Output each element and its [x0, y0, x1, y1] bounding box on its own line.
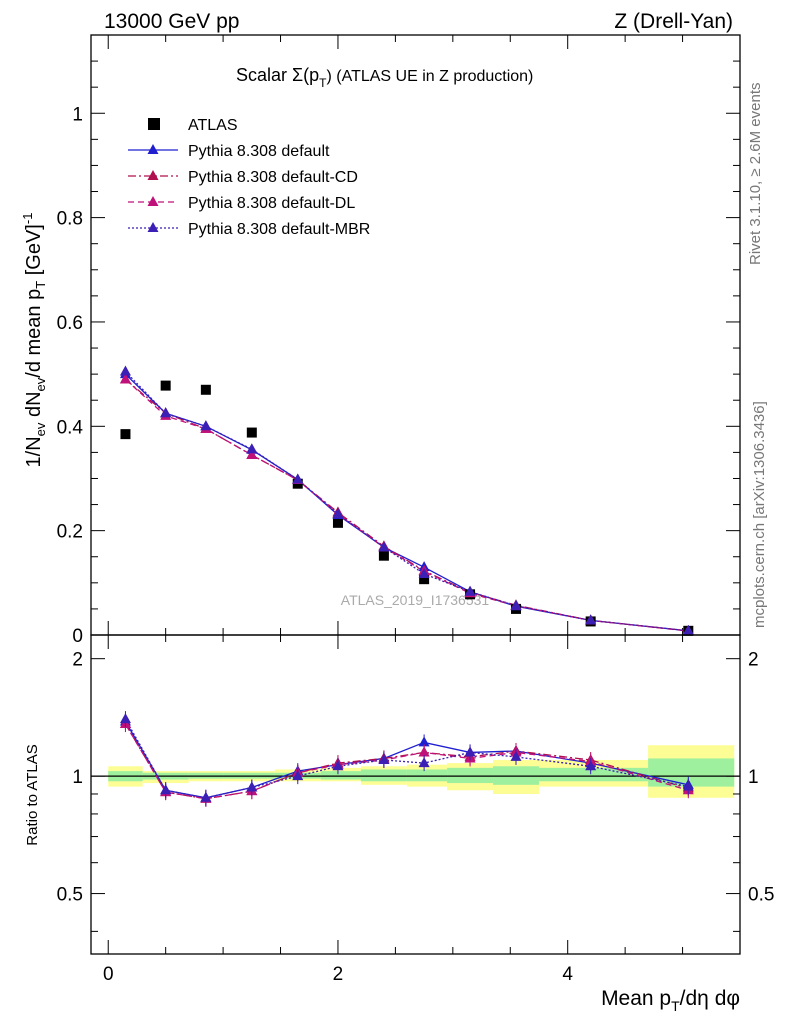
ratio-point	[378, 753, 390, 764]
y-tick-label: 0	[72, 626, 83, 647]
uncertainty-band-green	[406, 769, 448, 782]
mc-point	[160, 407, 172, 418]
ratio-point	[200, 791, 212, 802]
y-tick-label: 0.8	[57, 209, 83, 230]
ratio-point	[682, 780, 694, 791]
mc-point	[510, 599, 522, 610]
mc-point	[119, 365, 131, 376]
uncertainty-band-green	[360, 769, 407, 782]
top-panel: 0 0.2 0.4 0.6 0.8 1 ATLAS_2019_I1736531 Scala…	[20, 34, 741, 647]
atlas-point	[246, 427, 257, 438]
series-line	[125, 378, 689, 632]
bottom-frame	[90, 634, 741, 955]
ratio-y-tick-label: 1	[72, 767, 83, 788]
header-right: Z (Drell-Yan)	[614, 10, 733, 33]
ratio-point	[246, 781, 258, 792]
ratio-point	[418, 746, 430, 757]
legend-marker	[147, 196, 159, 206]
legend-label: Pythia 8.308 default-DL	[188, 195, 355, 212]
ratio-y-tick-label: 2	[72, 650, 83, 671]
legend-marker	[148, 118, 160, 130]
y-tick-label: 0.2	[57, 522, 83, 543]
rivet-label: Rivet 3.1.10, ≥ 2.6M events	[747, 83, 764, 266]
chart-title: Scalar Σ(pT) (ATLAS UE in Z production)	[236, 65, 533, 90]
mc-point	[119, 373, 131, 384]
bottom-y-label: Ratio to ATLAS	[24, 744, 41, 845]
atlas-point	[160, 380, 171, 391]
y-tick-label: 1	[72, 104, 83, 125]
atlas-point	[200, 384, 211, 395]
mc-point	[332, 507, 344, 518]
legend: ATLAS Pythia 8.308 default Pythia 8.308 de…	[128, 117, 370, 238]
mc-point	[246, 449, 258, 459]
mc-point	[378, 541, 390, 552]
mc-point	[418, 567, 430, 578]
uncertainty-band-green	[538, 767, 649, 782]
mc-point	[292, 473, 304, 484]
uncertainty-band-green	[320, 771, 361, 780]
ratio-y-tick-label-right: 2	[748, 650, 759, 671]
legend-marker	[147, 144, 159, 154]
ratio-point	[160, 784, 172, 795]
top-y-label: 1/Nev dNev/d mean pT [GeV]-1	[20, 213, 48, 468]
legend-label: Pythia 8.308 default-CD	[188, 169, 358, 186]
ratio-point	[418, 736, 430, 747]
ratio-point	[585, 760, 597, 771]
atlas-point	[120, 429, 131, 440]
ratio-point	[292, 770, 304, 781]
mc-point	[246, 443, 258, 454]
legend-marker	[147, 222, 159, 232]
header-left: 13000 GeV pp	[104, 10, 239, 33]
mc-point	[682, 624, 694, 635]
mc-point	[585, 614, 597, 625]
ratio-y-tick-label: 0.5	[57, 885, 83, 906]
legend-label: Pythia 8.308 default	[188, 143, 330, 160]
series-line	[124, 371, 689, 632]
x-tick-label: 4	[562, 964, 573, 985]
ratio-point	[418, 757, 430, 768]
x-tick-label: 0	[103, 964, 114, 985]
mcplots-label: mcplots.cern.ch [arXiv:1306.3436]	[751, 401, 768, 628]
atlas-point	[419, 574, 430, 585]
x-axis-label: Mean pT/dη dφ	[601, 987, 740, 1014]
watermark: ATLAS_2019_I1736531	[341, 592, 490, 608]
ratio-y-tick-label-right: 0.5	[748, 885, 774, 906]
ratio-line	[124, 723, 689, 800]
atlas-point	[378, 550, 389, 561]
ratio-point	[510, 750, 522, 761]
bottom-panel: 0.5 0.5 1 1 2 2 0 2 4 Ratio to ATLAS Mean pT/dη …	[24, 634, 774, 1014]
ratio-point	[464, 746, 476, 757]
mc-point	[464, 585, 476, 596]
x-tick-label: 2	[333, 964, 344, 985]
ratio-point	[332, 760, 344, 771]
atlas-point	[332, 517, 343, 528]
y-tick-label: 0.6	[57, 313, 83, 334]
y-tick-label: 0.4	[57, 417, 84, 438]
ratio-line	[124, 718, 689, 799]
ratio-point	[119, 713, 131, 724]
ratio-y-tick-label-right: 1	[748, 767, 759, 788]
legend-marker	[147, 170, 159, 180]
legend-label: Pythia 8.308 default-MBR	[188, 221, 370, 238]
legend-label: ATLAS	[188, 117, 238, 134]
uncertainty-band-green	[447, 767, 494, 784]
uncertainty-band-green	[648, 758, 735, 787]
mc-point	[200, 420, 212, 431]
series-line	[125, 378, 689, 632]
